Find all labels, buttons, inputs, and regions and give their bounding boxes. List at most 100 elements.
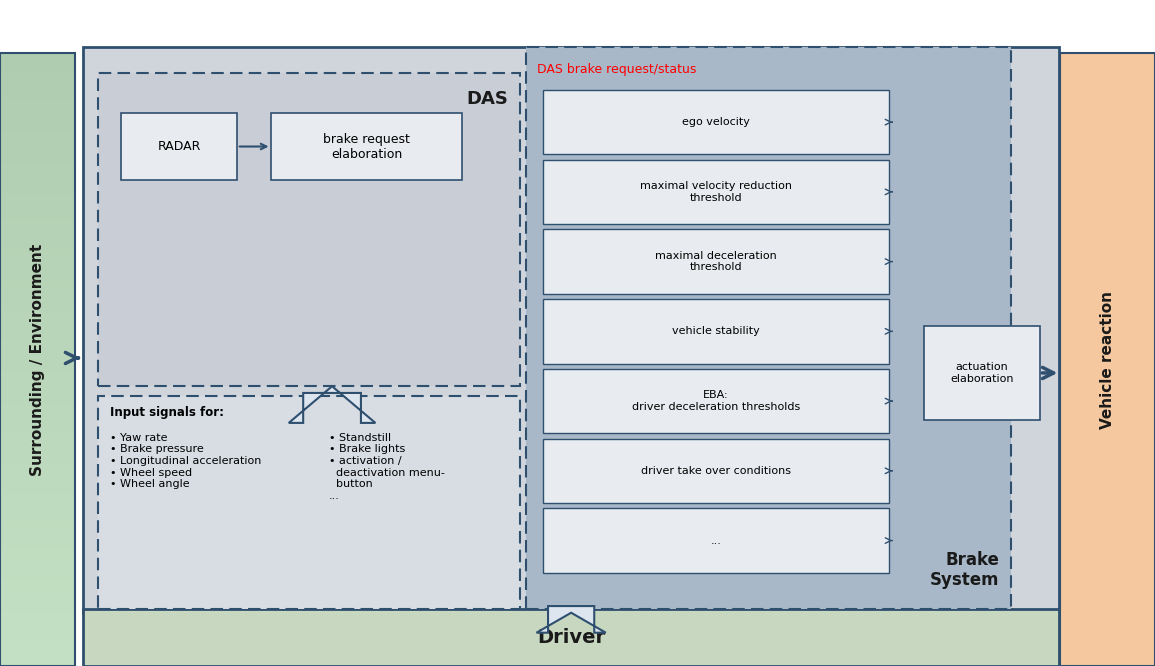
Text: ego velocity: ego velocity bbox=[683, 117, 750, 127]
FancyBboxPatch shape bbox=[0, 329, 75, 335]
FancyBboxPatch shape bbox=[0, 568, 75, 574]
FancyBboxPatch shape bbox=[0, 464, 75, 470]
FancyBboxPatch shape bbox=[0, 543, 75, 549]
Text: Surrounding / Environment: Surrounding / Environment bbox=[30, 244, 45, 476]
FancyBboxPatch shape bbox=[0, 103, 75, 109]
FancyBboxPatch shape bbox=[0, 415, 75, 421]
Text: actuation
elaboration: actuation elaboration bbox=[951, 362, 1013, 384]
FancyBboxPatch shape bbox=[0, 611, 75, 617]
FancyBboxPatch shape bbox=[0, 298, 75, 304]
FancyBboxPatch shape bbox=[526, 47, 1011, 609]
FancyBboxPatch shape bbox=[0, 549, 75, 555]
FancyBboxPatch shape bbox=[0, 323, 75, 329]
FancyBboxPatch shape bbox=[0, 310, 75, 317]
FancyBboxPatch shape bbox=[0, 470, 75, 476]
FancyBboxPatch shape bbox=[543, 299, 889, 364]
FancyBboxPatch shape bbox=[0, 494, 75, 501]
FancyBboxPatch shape bbox=[0, 121, 75, 127]
FancyBboxPatch shape bbox=[0, 660, 75, 666]
FancyBboxPatch shape bbox=[0, 151, 75, 157]
FancyBboxPatch shape bbox=[0, 390, 75, 396]
FancyBboxPatch shape bbox=[0, 354, 75, 360]
FancyBboxPatch shape bbox=[0, 623, 75, 629]
Text: • Standstill
• Brake lights
• activation /
  deactivation menu-
  button
...: • Standstill • Brake lights • activation… bbox=[329, 433, 445, 501]
FancyBboxPatch shape bbox=[0, 53, 75, 59]
FancyBboxPatch shape bbox=[0, 170, 75, 176]
FancyBboxPatch shape bbox=[0, 360, 75, 366]
Text: maximal deceleration
threshold: maximal deceleration threshold bbox=[655, 251, 777, 272]
FancyBboxPatch shape bbox=[0, 501, 75, 507]
FancyBboxPatch shape bbox=[543, 369, 889, 434]
FancyBboxPatch shape bbox=[1060, 53, 1155, 666]
FancyBboxPatch shape bbox=[0, 562, 75, 568]
FancyBboxPatch shape bbox=[0, 268, 75, 274]
FancyBboxPatch shape bbox=[0, 654, 75, 660]
FancyBboxPatch shape bbox=[0, 115, 75, 121]
FancyBboxPatch shape bbox=[83, 47, 1059, 613]
FancyBboxPatch shape bbox=[543, 229, 889, 294]
Text: EBA:
driver deceleration thresholds: EBA: driver deceleration thresholds bbox=[632, 390, 800, 412]
FancyBboxPatch shape bbox=[0, 482, 75, 488]
FancyBboxPatch shape bbox=[0, 599, 75, 605]
FancyBboxPatch shape bbox=[0, 218, 75, 225]
Text: Vehicle reaction: Vehicle reaction bbox=[1101, 290, 1115, 429]
FancyBboxPatch shape bbox=[0, 513, 75, 519]
FancyBboxPatch shape bbox=[0, 304, 75, 310]
FancyBboxPatch shape bbox=[0, 176, 75, 182]
FancyBboxPatch shape bbox=[0, 507, 75, 513]
FancyBboxPatch shape bbox=[0, 537, 75, 543]
FancyBboxPatch shape bbox=[924, 326, 1040, 420]
FancyBboxPatch shape bbox=[543, 439, 889, 503]
FancyBboxPatch shape bbox=[0, 605, 75, 611]
Text: • Yaw rate
• Brake pressure
• Longitudinal acceleration
• Wheel speed
• Wheel an: • Yaw rate • Brake pressure • Longitudin… bbox=[110, 433, 261, 490]
FancyBboxPatch shape bbox=[0, 531, 75, 537]
FancyBboxPatch shape bbox=[0, 635, 75, 641]
Text: Input signals for:: Input signals for: bbox=[110, 406, 224, 420]
FancyBboxPatch shape bbox=[0, 72, 75, 78]
FancyBboxPatch shape bbox=[271, 113, 462, 180]
FancyBboxPatch shape bbox=[0, 446, 75, 452]
FancyBboxPatch shape bbox=[0, 341, 75, 348]
FancyBboxPatch shape bbox=[0, 372, 75, 378]
FancyBboxPatch shape bbox=[543, 90, 889, 155]
FancyBboxPatch shape bbox=[83, 609, 1059, 666]
FancyBboxPatch shape bbox=[543, 508, 889, 573]
Text: brake request
elaboration: brake request elaboration bbox=[323, 133, 410, 161]
FancyBboxPatch shape bbox=[98, 396, 520, 609]
FancyBboxPatch shape bbox=[0, 212, 75, 218]
FancyBboxPatch shape bbox=[0, 396, 75, 402]
FancyBboxPatch shape bbox=[98, 73, 520, 386]
FancyBboxPatch shape bbox=[0, 262, 75, 268]
FancyBboxPatch shape bbox=[0, 274, 75, 280]
FancyBboxPatch shape bbox=[0, 127, 75, 133]
Text: Driver: Driver bbox=[537, 628, 605, 647]
FancyBboxPatch shape bbox=[0, 366, 75, 372]
FancyBboxPatch shape bbox=[0, 421, 75, 427]
FancyBboxPatch shape bbox=[0, 593, 75, 599]
FancyBboxPatch shape bbox=[0, 519, 75, 525]
FancyBboxPatch shape bbox=[0, 586, 75, 593]
Text: DAS: DAS bbox=[467, 90, 508, 108]
FancyBboxPatch shape bbox=[0, 84, 75, 90]
FancyBboxPatch shape bbox=[0, 243, 75, 249]
FancyBboxPatch shape bbox=[0, 225, 75, 231]
FancyBboxPatch shape bbox=[0, 629, 75, 635]
FancyBboxPatch shape bbox=[0, 348, 75, 354]
FancyBboxPatch shape bbox=[0, 555, 75, 562]
FancyBboxPatch shape bbox=[0, 488, 75, 494]
FancyBboxPatch shape bbox=[0, 200, 75, 206]
FancyBboxPatch shape bbox=[0, 440, 75, 446]
FancyBboxPatch shape bbox=[0, 96, 75, 103]
FancyBboxPatch shape bbox=[0, 256, 75, 262]
Text: ...: ... bbox=[710, 535, 722, 545]
FancyBboxPatch shape bbox=[0, 402, 75, 409]
FancyBboxPatch shape bbox=[0, 90, 75, 96]
FancyBboxPatch shape bbox=[543, 160, 889, 224]
FancyBboxPatch shape bbox=[0, 78, 75, 84]
FancyBboxPatch shape bbox=[0, 574, 75, 580]
FancyBboxPatch shape bbox=[0, 317, 75, 323]
FancyBboxPatch shape bbox=[0, 617, 75, 623]
FancyBboxPatch shape bbox=[0, 194, 75, 200]
FancyBboxPatch shape bbox=[0, 409, 75, 415]
Polygon shape bbox=[536, 606, 605, 633]
